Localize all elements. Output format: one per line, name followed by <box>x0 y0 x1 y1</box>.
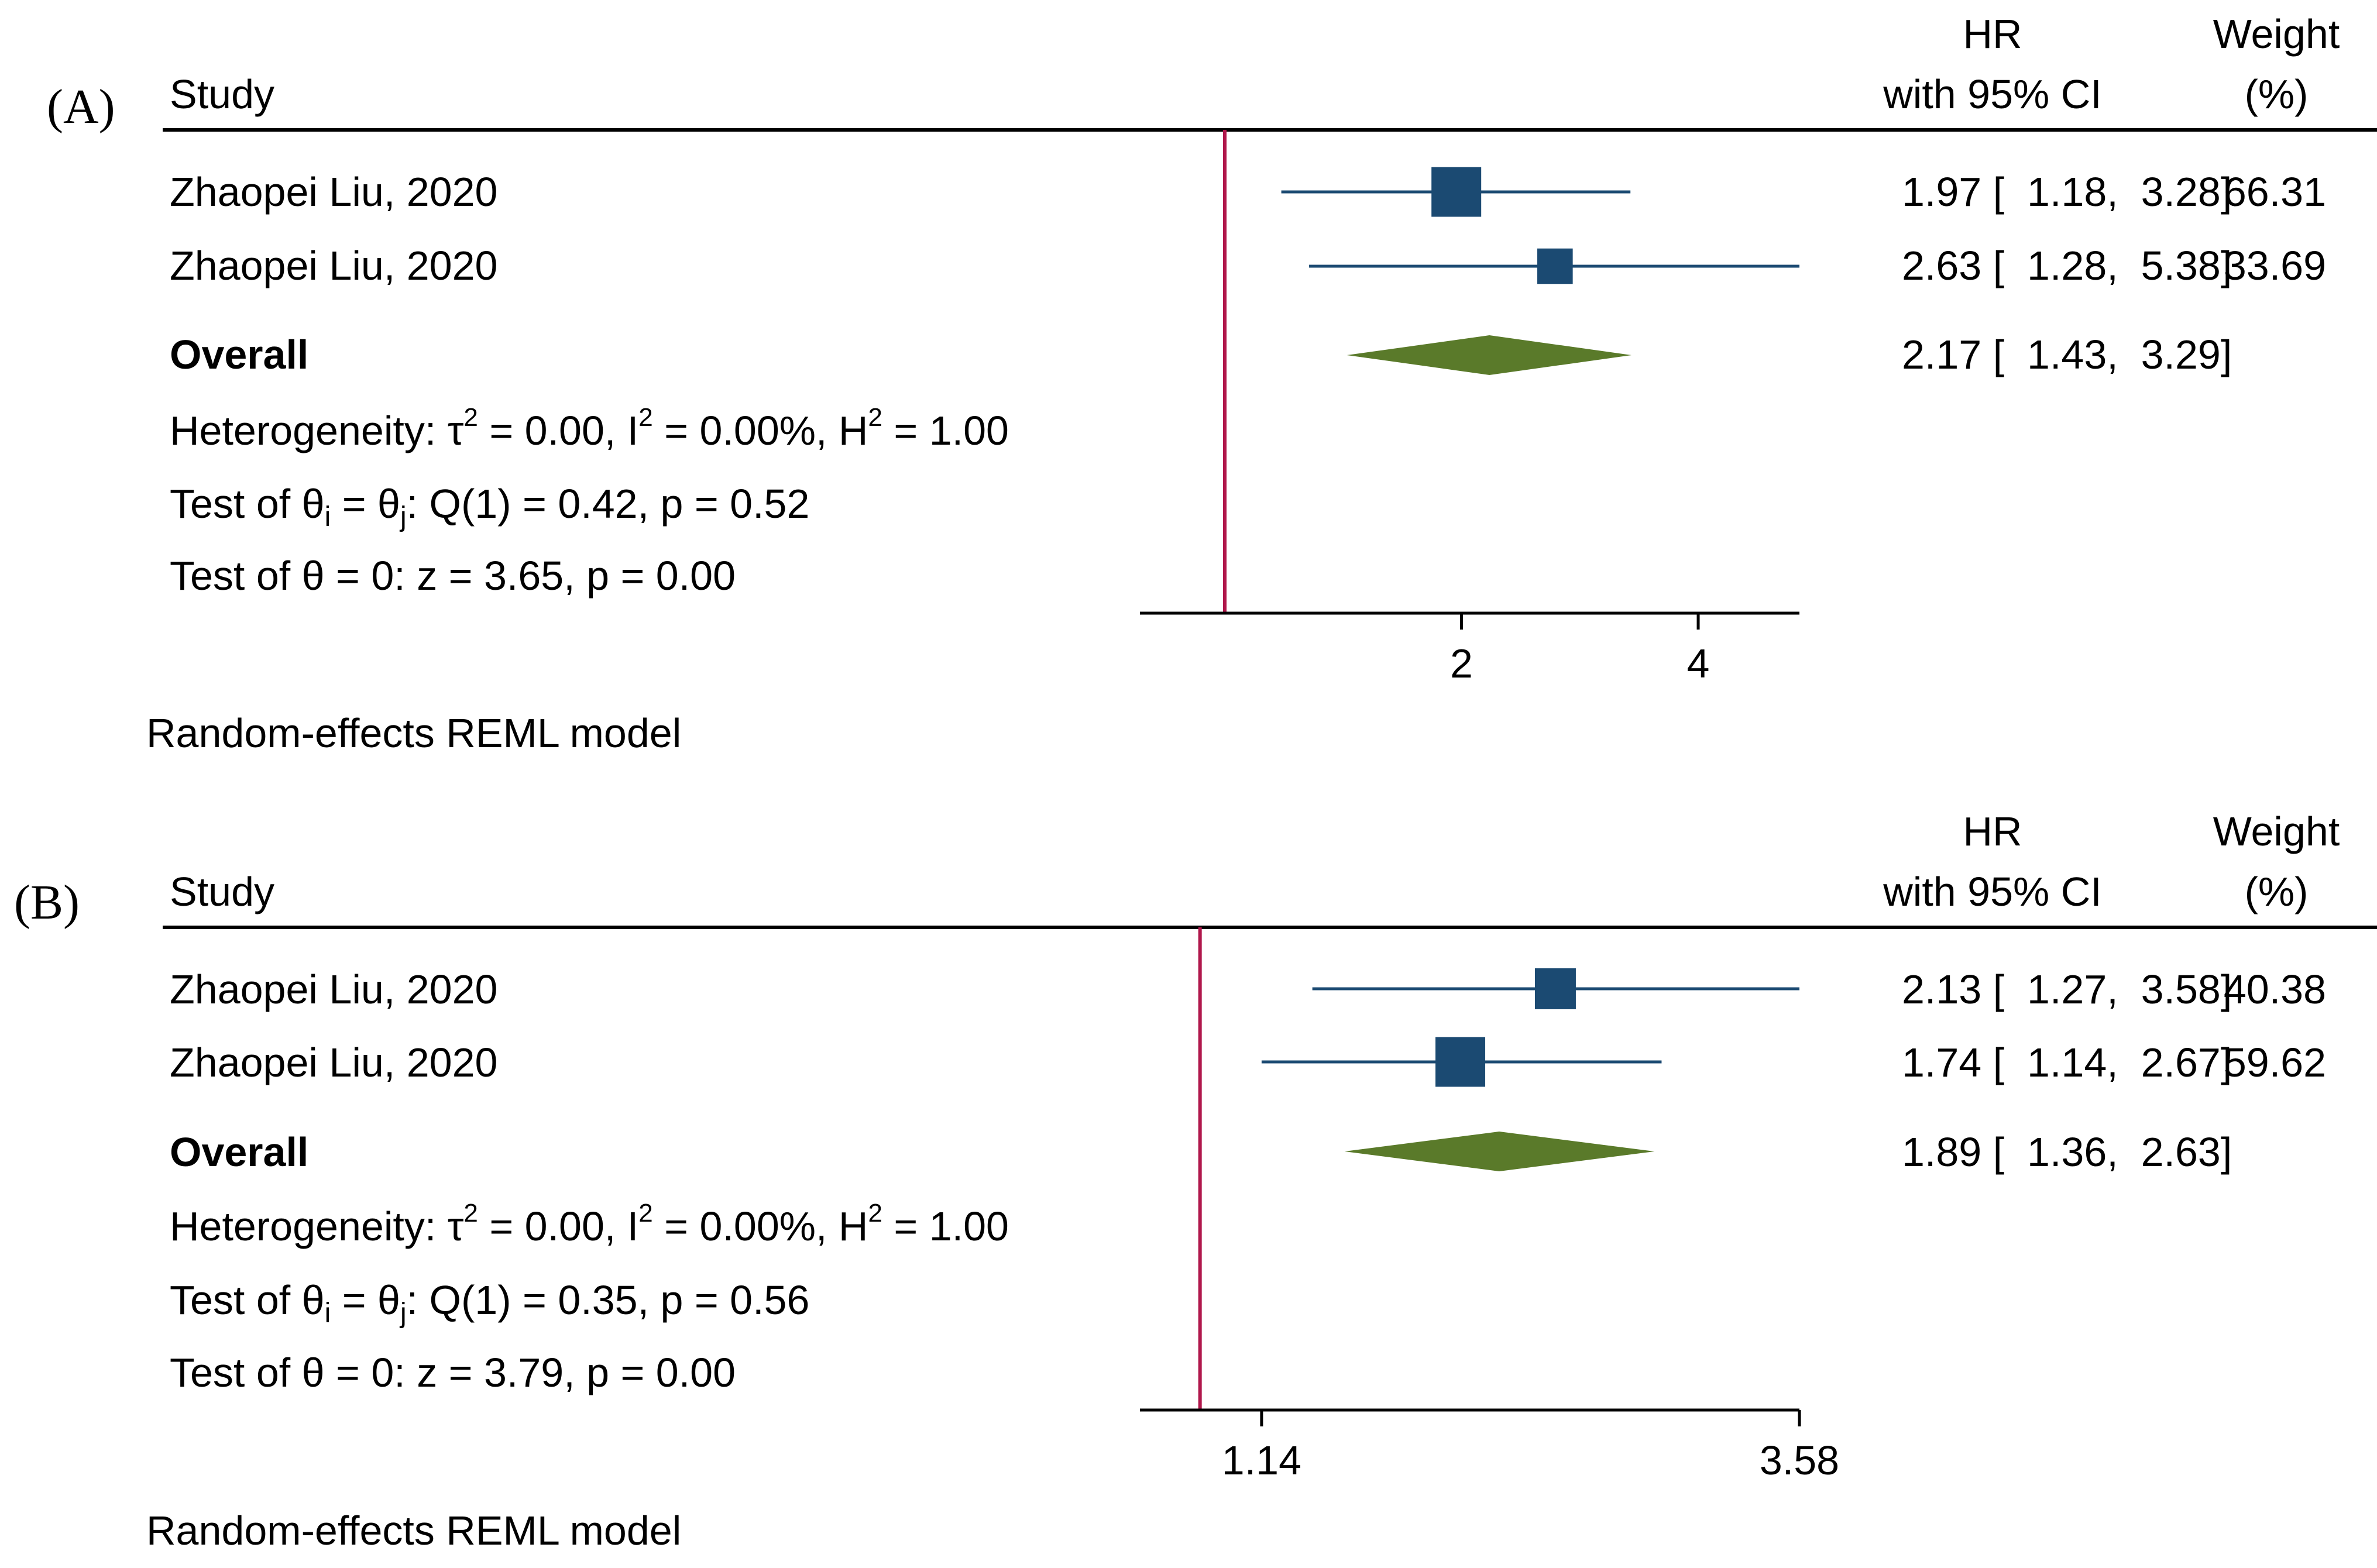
test-theta-ij-text: Test of θi = θj: Q(1) = 0.35, p = 0.56 <box>170 1277 809 1329</box>
plot-marks: 2 4 1.14 3.58 <box>1140 130 1839 1483</box>
weight-label: 40.38 <box>2224 967 2326 1012</box>
test-theta-0-text: Test of θ = 0: z = 3.79, p = 0.00 <box>170 1350 736 1395</box>
weight-label: 33.69 <box>2224 243 2326 288</box>
heterogeneity-text: Heterogeneity: τ2 = 0.00, I2 = 0.00%, H2… <box>170 403 1009 453</box>
study-header: Study <box>170 71 274 117</box>
study-marker <box>1537 248 1573 284</box>
study-name: Zhaopei Liu, 2020 <box>170 169 497 215</box>
test-theta-ij-text: Test of θi = θj: Q(1) = 0.42, p = 0.52 <box>170 481 809 532</box>
panel-a: (A) Study HR with 95% CI Weight (%) Zhao… <box>47 11 2377 756</box>
panel-b: (B) Study HR with 95% CI Weight (%) Zhao… <box>14 809 2377 1553</box>
study-name: Zhaopei Liu, 2020 <box>170 243 497 288</box>
weight-label: 66.31 <box>2224 169 2326 215</box>
overall-label: Overall <box>170 1129 308 1175</box>
effect-label: 2.63 [ 1.28, 5.38] <box>1902 243 2232 288</box>
x-tick-label: 1.14 <box>1222 1438 1301 1483</box>
model-note: Random-effects REML model <box>146 710 681 756</box>
study-marker <box>1435 1037 1486 1087</box>
weight-header-line2: (%) <box>2245 869 2309 914</box>
weight-header-line2: (%) <box>2245 71 2309 117</box>
weight-header-line1: Weight <box>2213 11 2340 57</box>
test-theta-0-text: Test of θ = 0: z = 3.65, p = 0.00 <box>170 553 736 599</box>
effect-label: 2.13 [ 1.27, 3.58] <box>1902 967 2232 1012</box>
overall-label: Overall <box>170 332 308 377</box>
effect-label: 1.97 [ 1.18, 3.28] <box>1902 169 2232 215</box>
overall-diamond <box>1346 335 1631 375</box>
weight-label: 59.62 <box>2224 1040 2326 1085</box>
overall-effect-label: 1.89 [ 1.36, 2.63] <box>1902 1129 2232 1175</box>
x-tick-label: 4 <box>1687 641 1710 686</box>
effect-header-line1: HR <box>1963 11 2022 57</box>
overall-effect-label: 2.17 [ 1.43, 3.29] <box>1902 332 2232 377</box>
weight-header-line1: Weight <box>2213 809 2340 854</box>
effect-header-line2: with 95% CI <box>1883 71 2101 117</box>
overall-diamond <box>1344 1132 1655 1171</box>
model-note: Random-effects REML model <box>146 1508 681 1553</box>
x-tick-label: 2 <box>1450 641 1473 686</box>
effect-header-line1: HR <box>1963 809 2022 854</box>
effect-header-line2: with 95% CI <box>1883 869 2101 914</box>
panel-label: (B) <box>14 875 80 930</box>
study-header: Study <box>170 869 274 914</box>
effect-label: 1.74 [ 1.14, 2.67] <box>1902 1040 2232 1085</box>
heterogeneity-text: Heterogeneity: τ2 = 0.00, I2 = 0.00%, H2… <box>170 1199 1009 1249</box>
study-name: Zhaopei Liu, 2020 <box>170 1040 497 1085</box>
study-marker <box>1431 167 1482 217</box>
study-name: Zhaopei Liu, 2020 <box>170 967 497 1012</box>
panel-label: (A) <box>47 80 115 134</box>
study-marker <box>1534 968 1576 1009</box>
x-tick-label: 3.58 <box>1760 1438 1839 1483</box>
